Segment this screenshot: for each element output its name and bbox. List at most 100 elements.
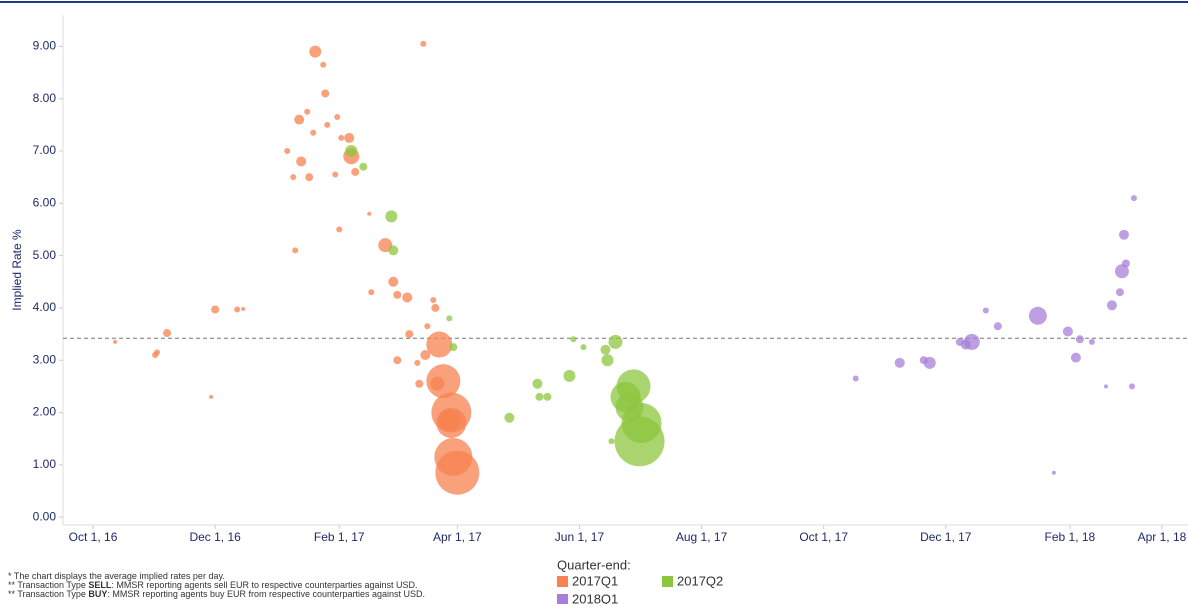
bubble bbox=[367, 211, 372, 216]
bubble bbox=[438, 409, 461, 432]
x-tick-label: Dec 1, 17 bbox=[920, 530, 972, 544]
legend-swatch bbox=[557, 576, 568, 587]
bubble bbox=[292, 247, 299, 254]
bubble bbox=[993, 322, 1002, 331]
bubble bbox=[393, 356, 402, 365]
bubble bbox=[1103, 384, 1108, 389]
footnote-part: SELL bbox=[88, 580, 112, 590]
x-tick-label: Jun 1, 17 bbox=[555, 530, 605, 544]
footnote-part: ** Transaction Type bbox=[8, 580, 88, 590]
bubble bbox=[982, 307, 989, 314]
x-tick-label: Aug 1, 17 bbox=[676, 530, 728, 544]
footnote: ** Transaction Type BUY: MMSR reporting … bbox=[8, 589, 425, 599]
bubble bbox=[1128, 383, 1135, 390]
bubble bbox=[570, 336, 577, 343]
x-tick-label: Feb 1, 17 bbox=[314, 530, 365, 544]
footnote: * The chart displays the average implied… bbox=[8, 571, 225, 581]
legend-label: 2017Q2 bbox=[677, 573, 723, 588]
bubble bbox=[1075, 335, 1084, 344]
bubble bbox=[209, 394, 214, 399]
bubble bbox=[532, 378, 543, 389]
bubble bbox=[415, 379, 424, 388]
legend-label: 2018Q1 bbox=[572, 591, 618, 604]
legend-swatch bbox=[557, 594, 568, 604]
bubble bbox=[305, 173, 314, 182]
bubble bbox=[359, 162, 368, 171]
bubble bbox=[1028, 306, 1047, 325]
x-tick-label: Oct 1, 16 bbox=[69, 530, 118, 544]
bubble bbox=[405, 330, 414, 339]
bubble bbox=[1118, 229, 1129, 240]
bubble bbox=[894, 357, 905, 368]
bubble bbox=[414, 359, 421, 366]
bubble bbox=[304, 108, 311, 115]
y-tick-label: 2.00 bbox=[33, 405, 57, 419]
bubble bbox=[1106, 300, 1117, 311]
bubble bbox=[163, 329, 172, 338]
bubble bbox=[388, 245, 399, 256]
bubble bbox=[388, 276, 399, 287]
bubble bbox=[296, 156, 307, 167]
y-tick-label: 4.00 bbox=[33, 300, 57, 314]
bubble bbox=[290, 174, 297, 181]
bubble bbox=[1114, 264, 1129, 279]
bubble bbox=[309, 45, 322, 58]
bubble bbox=[543, 392, 552, 401]
y-tick-label: 0.00 bbox=[33, 509, 57, 523]
bubble bbox=[430, 297, 437, 304]
legend-label: 2017Q1 bbox=[572, 573, 618, 588]
bubble bbox=[446, 315, 453, 322]
x-tick-label: Apr 1, 18 bbox=[1138, 530, 1187, 544]
footnote-part: : MMSR reporting agents sell EUR to resp… bbox=[111, 580, 417, 590]
legend-title: Quarter-end: bbox=[557, 557, 631, 572]
y-tick-label: 8.00 bbox=[33, 91, 57, 105]
bubble bbox=[321, 89, 330, 98]
footnote: ** Transaction Type SELL: MMSR reporting… bbox=[8, 580, 418, 590]
bubble bbox=[426, 331, 453, 358]
top-rule bbox=[0, 1, 1188, 3]
bubble bbox=[154, 349, 161, 356]
bubble bbox=[393, 290, 402, 299]
bubble bbox=[351, 167, 360, 176]
bubble bbox=[402, 292, 413, 303]
bubble bbox=[113, 339, 118, 344]
y-tick-label: 7.00 bbox=[33, 143, 57, 157]
bubble bbox=[1070, 352, 1081, 363]
x-tick-label: Feb 1, 18 bbox=[1045, 530, 1096, 544]
x-tick-label: Apr 1, 17 bbox=[433, 530, 482, 544]
bubble bbox=[320, 61, 327, 68]
bubble bbox=[310, 129, 317, 136]
y-tick-label: 9.00 bbox=[33, 39, 57, 53]
bubble bbox=[1115, 288, 1124, 297]
bubble bbox=[345, 145, 358, 157]
y-tick-label: 1.00 bbox=[33, 457, 57, 471]
bubble bbox=[504, 412, 515, 423]
bubble bbox=[535, 392, 544, 401]
x-tick-label: Dec 1, 16 bbox=[189, 530, 241, 544]
footnote-part: * The chart displays the average implied… bbox=[8, 571, 225, 581]
bubble bbox=[852, 375, 859, 382]
bubble bbox=[324, 121, 331, 128]
bubble bbox=[608, 334, 623, 349]
bubble bbox=[1130, 195, 1137, 202]
bubble bbox=[332, 171, 339, 178]
bubble bbox=[923, 356, 936, 369]
footnote-part: ** Transaction Type bbox=[8, 589, 88, 599]
bubble bbox=[449, 343, 458, 352]
y-tick-label: 5.00 bbox=[33, 248, 57, 262]
bubble bbox=[211, 305, 220, 314]
bubble bbox=[241, 306, 246, 311]
footnote-part: : MMSR reporting agents buy EUR from res… bbox=[107, 589, 425, 599]
bubble bbox=[426, 364, 461, 399]
bubble bbox=[334, 114, 341, 120]
bubble bbox=[614, 416, 665, 467]
footnote-part: BUY bbox=[88, 589, 107, 599]
legend-swatch bbox=[662, 576, 673, 587]
bubble bbox=[580, 344, 587, 351]
bubble bbox=[1088, 338, 1095, 345]
bubble bbox=[284, 148, 291, 154]
bubble bbox=[563, 369, 576, 382]
bubble bbox=[424, 323, 431, 330]
bubble bbox=[1062, 326, 1073, 337]
